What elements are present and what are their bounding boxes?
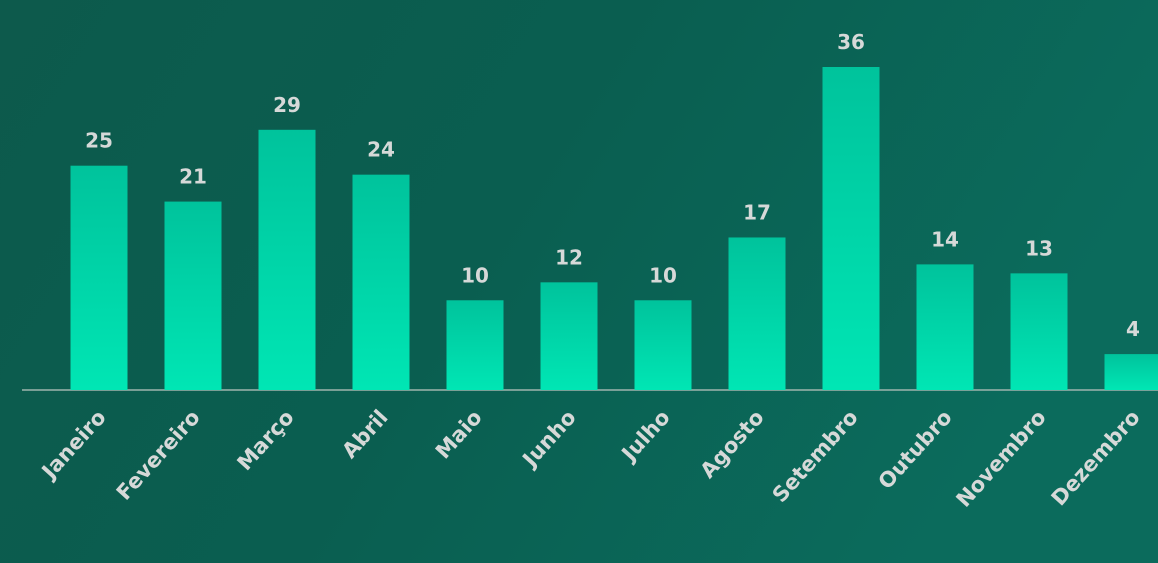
bar	[258, 129, 316, 391]
value-label: 17	[743, 200, 771, 224]
bar	[728, 237, 786, 390]
value-label: 10	[461, 263, 489, 287]
value-label: 24	[367, 138, 395, 162]
bar	[634, 300, 692, 390]
bar	[1010, 273, 1068, 390]
bar	[916, 264, 974, 390]
value-label: 10	[649, 263, 677, 287]
value-label: 36	[837, 30, 865, 54]
value-label: 14	[931, 227, 959, 251]
bar	[1104, 354, 1158, 390]
bar	[352, 174, 410, 390]
value-label: 21	[179, 165, 207, 189]
value-label: 13	[1025, 236, 1053, 260]
bar	[70, 165, 128, 390]
bar	[540, 282, 598, 390]
bar	[822, 67, 880, 390]
value-label: 29	[273, 93, 301, 117]
value-label: 4	[1126, 317, 1140, 341]
bar	[446, 300, 504, 390]
bar	[164, 201, 222, 390]
value-label: 25	[85, 129, 113, 153]
value-label: 12	[555, 245, 583, 269]
